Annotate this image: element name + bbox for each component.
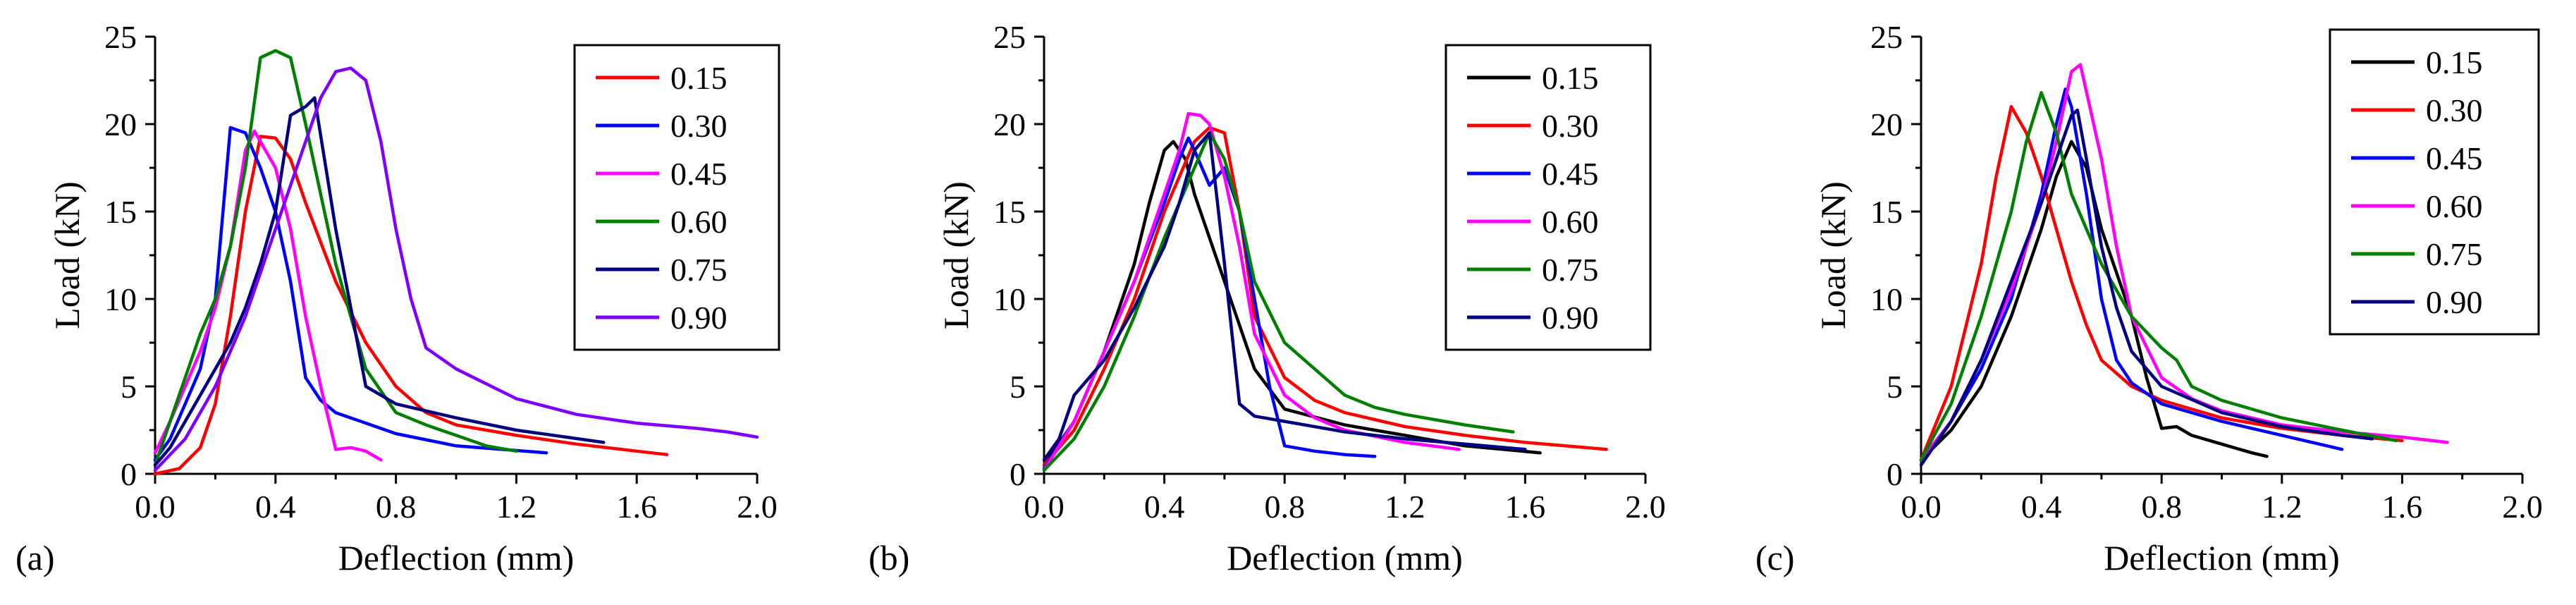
y-tick-label: 5 <box>121 369 137 405</box>
chart-panel-1: 0.0 0.4 0.8 1.2 1.6 2.0 0 5 10 15 20 25 Deflection (… <box>16 19 780 578</box>
series-line-0.60 <box>153 49 518 467</box>
legend-entry-label: 0.45 <box>1542 156 1599 192</box>
legend-entry-label: 0.30 <box>670 108 728 144</box>
y-tick-label: 15 <box>104 194 137 230</box>
panel-label: (c) <box>1755 538 1795 578</box>
legend-entry-label: 0.30 <box>2426 92 2483 128</box>
series-line-0.75 <box>1919 91 2398 462</box>
legend: 0.15 0.30 0.45 0.60 0.75 0.90 <box>573 44 780 351</box>
x-tick-label: 0.4 <box>2021 489 2062 525</box>
x-tick-label: 0.0 <box>1024 489 1065 525</box>
y-tick-label: 0 <box>121 456 137 492</box>
y-axis-label: Load (kN) <box>1813 181 1853 329</box>
legend-entry-label: 0.15 <box>2426 44 2483 80</box>
x-tick-label: 1.6 <box>2382 489 2423 525</box>
y-tick-label: 5 <box>1010 369 1026 405</box>
x-tick-label: 0.4 <box>1144 489 1185 525</box>
y-tick-label: 10 <box>993 281 1026 317</box>
legend-box <box>1445 44 1652 351</box>
series-line-0.45 <box>153 129 383 462</box>
legend-box <box>573 44 780 351</box>
chart-panel-2: 0.0 0.4 0.8 1.2 1.6 2.0 0 5 10 15 20 25 Deflection (… <box>869 19 1666 578</box>
x-tick-label: 0.0 <box>1901 489 1942 525</box>
x-tick-label: 1.2 <box>496 489 537 525</box>
y-tick-label: 0 <box>1887 456 1903 492</box>
y-tick-label: 15 <box>993 194 1026 230</box>
legend-entry-label: 0.45 <box>670 156 728 192</box>
series-line-0.15 <box>1919 140 2269 462</box>
y-tick-label: 0 <box>1010 456 1026 492</box>
series-line-0.90 <box>1042 131 1527 462</box>
x-tick-label: 0.0 <box>135 489 176 525</box>
chart-panel-3: 0.0 0.4 0.8 1.2 1.6 2.0 0 5 10 15 20 25 Deflection (… <box>1755 19 2543 578</box>
legend-entry-label: 0.90 <box>1542 300 1599 336</box>
x-tick-label: 0.8 <box>2141 489 2182 525</box>
series-line-0.30 <box>153 126 548 462</box>
legend-entry-label: 0.60 <box>1542 204 1599 240</box>
panel-label: (a) <box>16 538 55 578</box>
series-line-0.75 <box>153 96 606 467</box>
series-line-0.90 <box>153 66 759 472</box>
y-tick-label: 25 <box>993 19 1026 55</box>
y-axis-label: Load (kN) <box>936 181 976 329</box>
x-tick-label: 2.0 <box>737 489 778 525</box>
y-tick-label: 10 <box>1870 281 1903 317</box>
legend-entry-label: 0.75 <box>1542 252 1599 288</box>
y-tick-label: 25 <box>1870 19 1903 55</box>
x-tick-label: 2.0 <box>1625 489 1666 525</box>
legend-entry-label: 0.90 <box>2426 284 2483 320</box>
x-tick-label: 1.6 <box>616 489 657 525</box>
series-line-0.60 <box>1919 63 2449 462</box>
legend-entry-label: 0.60 <box>2426 188 2483 224</box>
x-axis-label: Deflection (mm) <box>338 538 575 578</box>
y-tick-label: 25 <box>104 19 137 55</box>
series-line-0.60 <box>1042 111 1461 472</box>
legend-entry-label: 0.75 <box>670 252 728 288</box>
legend-box <box>2329 28 2540 336</box>
legend-entry-label: 0.15 <box>1542 60 1599 96</box>
y-tick-label: 20 <box>1870 106 1903 142</box>
y-axis-label: Load (kN) <box>47 181 87 329</box>
legend: 0.15 0.30 0.45 0.60 0.75 0.90 <box>2329 28 2540 336</box>
x-axis-label: Deflection (mm) <box>1227 538 1463 578</box>
legend-entry-label: 0.75 <box>2426 236 2483 272</box>
legend: 0.15 0.30 0.45 0.60 0.75 0.90 <box>1445 44 1652 351</box>
legend-entry-label: 0.15 <box>670 60 728 96</box>
legend-entry-label: 0.60 <box>670 204 728 240</box>
series-line-0.15 <box>1042 140 1542 467</box>
x-tick-label: 1.6 <box>1505 489 1546 525</box>
x-tick-label: 0.4 <box>255 489 296 525</box>
legend-entry-label: 0.30 <box>1542 108 1599 144</box>
series-line-0.30 <box>1919 104 2404 462</box>
series-line-0.15 <box>153 135 669 476</box>
series-line-0.90 <box>1919 108 2374 467</box>
y-tick-label: 20 <box>104 106 137 142</box>
legend-entry-label: 0.45 <box>2426 140 2483 176</box>
x-tick-label: 0.8 <box>376 489 417 525</box>
series-line-0.75 <box>1042 131 1515 472</box>
x-tick-label: 2.0 <box>2502 489 2543 525</box>
y-tick-label: 5 <box>1887 369 1903 405</box>
x-tick-label: 1.2 <box>2262 489 2302 525</box>
y-tick-label: 10 <box>104 281 137 317</box>
y-tick-label: 15 <box>1870 194 1903 230</box>
panel-label: (b) <box>869 538 909 578</box>
series-line-0.45 <box>1919 87 2344 462</box>
legend-entry-label: 0.90 <box>670 300 728 336</box>
x-tick-label: 0.8 <box>1264 489 1305 525</box>
x-tick-label: 1.2 <box>1385 489 1425 525</box>
x-axis-label: Deflection (mm) <box>2104 538 2340 578</box>
y-tick-label: 20 <box>993 106 1026 142</box>
